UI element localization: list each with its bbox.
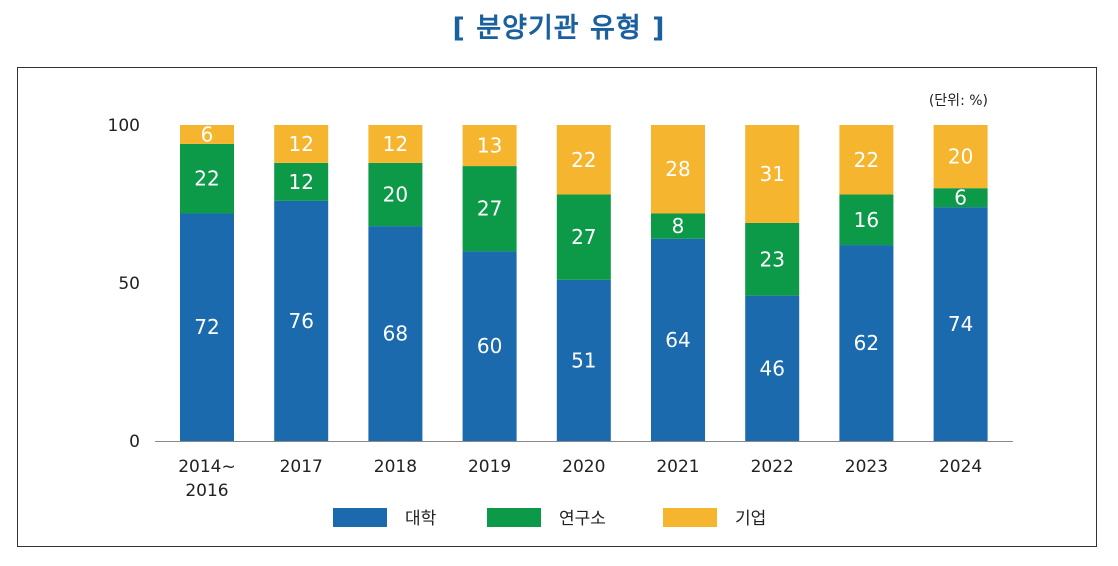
data-label: 20 bbox=[383, 183, 408, 207]
bar-segment bbox=[462, 251, 517, 441]
data-label: 12 bbox=[383, 132, 408, 156]
data-label: 27 bbox=[477, 197, 502, 221]
bar-segment bbox=[651, 238, 705, 441]
x-tick-label: 2022 bbox=[751, 457, 794, 477]
bar-segment bbox=[368, 162, 423, 227]
bar-segment bbox=[933, 188, 988, 208]
x-tick-label: 2018 bbox=[374, 457, 417, 477]
chart-title: [ 분양기관 유형 ] bbox=[452, 13, 666, 44]
bar-segment bbox=[274, 162, 329, 201]
bar-segment bbox=[933, 125, 988, 189]
legend-label: 대학 bbox=[405, 509, 437, 529]
data-label: 20 bbox=[948, 145, 973, 169]
bar-segment bbox=[839, 245, 894, 441]
bar-segment bbox=[556, 125, 611, 195]
legend-label: 기업 bbox=[735, 509, 766, 529]
bar-segment bbox=[180, 213, 234, 441]
x-tick-label: 2024 bbox=[939, 457, 982, 477]
data-label: 51 bbox=[571, 348, 596, 372]
bar-segment bbox=[180, 125, 234, 144]
data-label: 28 bbox=[665, 157, 690, 181]
legend-label: 연구소 bbox=[559, 509, 606, 529]
bar-segment bbox=[462, 166, 517, 252]
x-tick-label: 2019 bbox=[468, 457, 511, 477]
data-label: 27 bbox=[571, 225, 596, 249]
data-label: 12 bbox=[288, 170, 313, 194]
x-tick-label: 2023 bbox=[845, 457, 888, 477]
x-tick-label: 2017 bbox=[280, 457, 323, 477]
legend-swatch bbox=[663, 508, 717, 527]
x-tick-label: 2020 bbox=[562, 457, 605, 477]
data-label: 60 bbox=[477, 334, 502, 358]
data-label: 23 bbox=[759, 247, 784, 271]
x-tick-label: 2014~ 2016 bbox=[178, 457, 236, 501]
bar-segment bbox=[462, 125, 517, 167]
y-tick-label: 50 bbox=[118, 274, 140, 294]
bar-segment bbox=[745, 125, 800, 223]
data-label: 6 bbox=[954, 186, 967, 210]
data-label: 16 bbox=[854, 208, 879, 232]
bar-segment bbox=[651, 125, 705, 214]
bar-segment bbox=[839, 125, 894, 195]
unit-label: (단위: %) bbox=[928, 93, 988, 109]
bar-segment bbox=[556, 194, 611, 280]
legend-swatch bbox=[487, 508, 541, 527]
chart-frame bbox=[17, 67, 1097, 547]
bar-segment bbox=[180, 143, 234, 214]
data-label: 12 bbox=[288, 132, 313, 156]
data-label: 13 bbox=[477, 134, 502, 158]
data-label: 72 bbox=[194, 315, 219, 339]
bar-segment bbox=[745, 222, 800, 296]
legend-swatch bbox=[333, 508, 387, 527]
data-label: 31 bbox=[759, 162, 784, 186]
data-label: 22 bbox=[571, 148, 596, 172]
bar-segment bbox=[368, 226, 423, 441]
data-label: 74 bbox=[948, 312, 973, 336]
data-label: 22 bbox=[854, 148, 879, 172]
y-tick-label: 100 bbox=[108, 116, 140, 136]
data-label: 46 bbox=[759, 356, 784, 380]
bar-segment bbox=[651, 213, 705, 239]
bar-segment bbox=[274, 200, 329, 441]
bar-segment bbox=[745, 295, 800, 441]
data-label: 8 bbox=[672, 214, 685, 238]
bar-segment bbox=[368, 125, 423, 163]
data-label: 62 bbox=[854, 331, 879, 355]
data-label: 64 bbox=[665, 328, 690, 352]
data-label: 76 bbox=[288, 309, 313, 333]
bar-segment bbox=[839, 194, 894, 246]
y-tick-label: 0 bbox=[129, 432, 140, 452]
bar-segment bbox=[274, 125, 329, 163]
data-label: 68 bbox=[383, 322, 408, 346]
x-tick-label: 2021 bbox=[656, 457, 699, 477]
bar-segment bbox=[556, 279, 611, 441]
bar-segment bbox=[933, 207, 988, 441]
data-label: 6 bbox=[201, 122, 214, 146]
data-label: 22 bbox=[194, 167, 219, 191]
